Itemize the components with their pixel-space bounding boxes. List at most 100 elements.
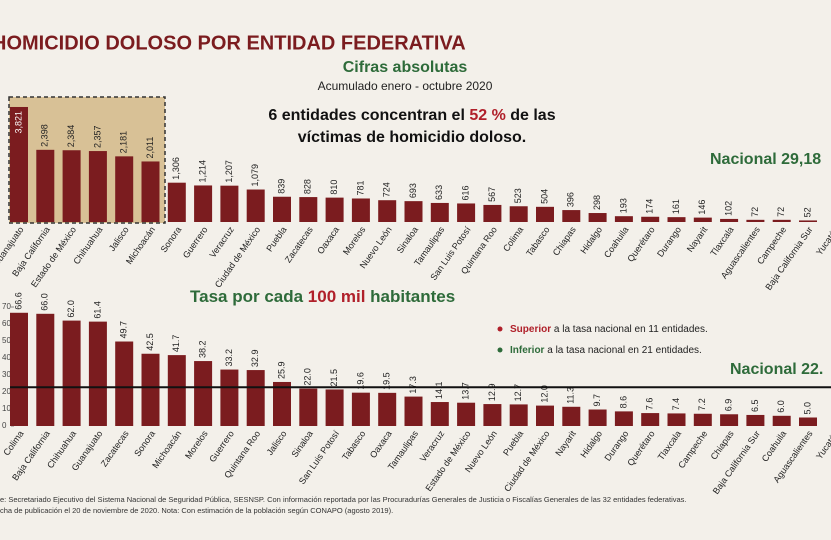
- legend-dot: [497, 326, 503, 332]
- value-label: 25.9: [276, 361, 286, 379]
- value-label: 33.2: [224, 349, 234, 367]
- value-label: 66.0: [40, 293, 50, 311]
- value-label: 13.7: [460, 382, 470, 400]
- footer: cha de publicación el 20 de noviembre de…: [0, 506, 393, 515]
- legend-entry: Inferior a la tasa nacional en 21 entida…: [510, 345, 702, 356]
- legend-text: a la tasa nacional en 11 entidades.: [551, 324, 708, 335]
- annotation-text: 6 entidades concentran el: [268, 107, 469, 124]
- y-tick-label: 50: [2, 336, 11, 345]
- bar: [457, 203, 476, 222]
- bar: [167, 355, 186, 426]
- highlight-box: [8, 96, 166, 224]
- value-label: 2,384: [66, 125, 76, 148]
- bar: [115, 156, 134, 222]
- bar: [62, 150, 81, 222]
- value-label: 396: [566, 192, 576, 207]
- bar: [614, 216, 633, 222]
- value-label: 61.4: [92, 301, 102, 319]
- legend-key: Superior: [510, 324, 551, 335]
- bar: [378, 392, 397, 426]
- bar: [62, 320, 81, 426]
- title-text: habitantes: [365, 287, 455, 306]
- bar: [246, 189, 265, 222]
- title: HOMICIDIO DOLOSO POR ENTIDAD FEDERATIVA: [0, 32, 466, 54]
- bar: [404, 396, 423, 426]
- bar: [115, 341, 134, 426]
- value-label: 1,207: [224, 160, 234, 183]
- value-label: 523: [513, 188, 523, 203]
- value-label: 12.0: [539, 385, 549, 403]
- bar: [351, 198, 370, 222]
- legend-key: Inferior: [510, 345, 545, 356]
- value-label: 62.0: [66, 300, 76, 318]
- bar: [588, 409, 607, 426]
- value-label: 616: [460, 185, 470, 200]
- bar: [88, 321, 107, 426]
- value-label: 38.2: [197, 341, 207, 359]
- footer: e: Secretariado Ejecutivo del Sistema Na…: [0, 495, 687, 504]
- subtitle: Cifras absolutas: [343, 59, 468, 76]
- value-label: 102: [723, 201, 733, 216]
- value-label: 3,821: [13, 111, 23, 134]
- bar: [10, 312, 28, 426]
- bar: [667, 217, 686, 222]
- y-tick-label: 20: [2, 387, 11, 396]
- value-label: 1,306: [171, 157, 181, 180]
- value-label: 22.0: [303, 368, 313, 386]
- bar: [772, 219, 791, 222]
- annotation: víctimas de homicidio doloso.: [298, 129, 526, 146]
- bar: [536, 206, 554, 222]
- value-label: 21.5: [329, 369, 339, 387]
- y-tick-label: 30: [2, 370, 11, 379]
- bar: [273, 381, 291, 426]
- bar: [457, 402, 476, 426]
- value-label: 2,357: [92, 126, 102, 149]
- value-label: 11.3: [566, 387, 576, 404]
- bar: [483, 204, 502, 222]
- annotation-highlight: 52 %: [469, 107, 505, 124]
- value-label: 66.6: [13, 292, 23, 310]
- bar: [746, 219, 765, 222]
- period: Acumulado enero - octubre 2020: [318, 79, 493, 93]
- value-label: 32.9: [250, 350, 260, 368]
- value-label: 12.7: [513, 384, 523, 402]
- value-label: 6.9: [723, 399, 733, 412]
- bar: [167, 182, 186, 222]
- bar: [10, 106, 28, 222]
- bar: [88, 151, 107, 222]
- value-label: 7.6: [645, 398, 655, 411]
- value-label: 14.1: [434, 381, 444, 399]
- bar: [746, 414, 765, 426]
- value-label: 52: [802, 207, 812, 217]
- value-label: 298: [592, 195, 602, 210]
- bar: [641, 413, 660, 426]
- bar: [246, 370, 265, 426]
- bar: [799, 220, 817, 222]
- bar: [536, 405, 554, 426]
- value-label: 146: [697, 200, 707, 215]
- value-label: 828: [303, 179, 313, 194]
- bar: [299, 388, 318, 426]
- value-label: 2,181: [119, 131, 129, 154]
- value-label: 839: [276, 179, 286, 194]
- y-tick-label: 0: [2, 421, 7, 430]
- bar: [194, 361, 213, 426]
- y-tick-label: 10: [2, 404, 11, 413]
- value-label: 193: [618, 198, 628, 213]
- bar: [720, 218, 739, 222]
- value-label: 8.6: [618, 396, 628, 409]
- bar: [36, 313, 55, 426]
- bar: [483, 404, 502, 426]
- value-label: 42.5: [145, 333, 155, 351]
- national-label: Nacional 22.: [730, 361, 823, 378]
- value-label: 9.7: [592, 394, 602, 407]
- value-label: 19.6: [355, 372, 365, 390]
- legend-text: a la tasa nacional en 21 entidades.: [544, 345, 701, 356]
- value-label: 567: [487, 187, 497, 202]
- value-label: 1,079: [250, 164, 260, 187]
- bar: [667, 413, 686, 426]
- value-label: 633: [434, 185, 444, 200]
- bar: [562, 406, 581, 426]
- bar: [588, 213, 607, 222]
